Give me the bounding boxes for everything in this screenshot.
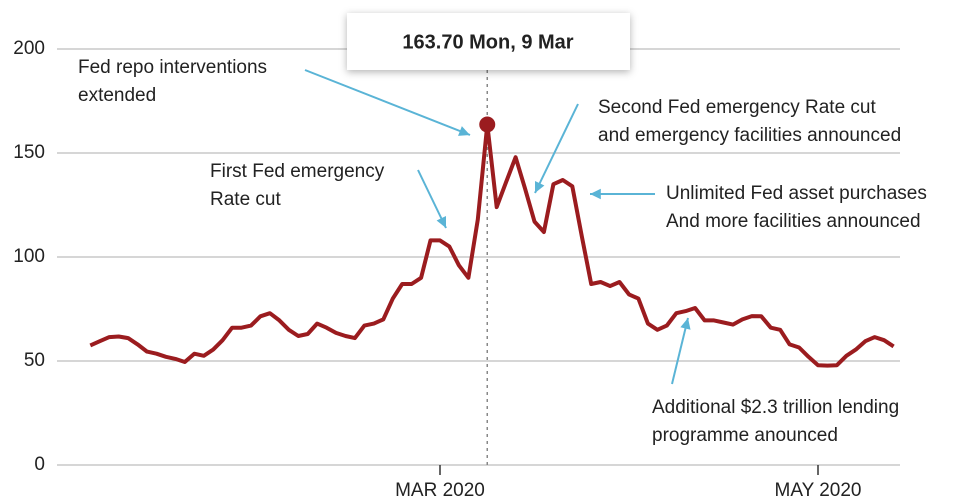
annotation-arrow xyxy=(671,317,689,385)
series-line xyxy=(89,122,895,368)
arrow-head xyxy=(590,188,601,200)
annotation-arrow xyxy=(304,69,471,136)
x-tick-label: MAY 2020 xyxy=(775,480,862,501)
annotation-text: programme anounced xyxy=(652,425,838,446)
annotation-text: First Fed emergency xyxy=(210,161,385,182)
arrow-head xyxy=(680,318,691,330)
arrow-head xyxy=(535,181,545,193)
y-tick-label: 200 xyxy=(13,38,45,59)
annotation-arrow xyxy=(534,103,579,194)
tooltip-text: 163.70 Mon, 9 Mar xyxy=(402,31,573,53)
annotation-text: Rate cut xyxy=(210,189,281,210)
annotation-text: Fed repo interventions xyxy=(78,57,267,78)
x-tick-label: MAR 2020 xyxy=(395,480,485,501)
y-tick-label: 150 xyxy=(13,142,45,163)
highlight-dot xyxy=(479,116,496,133)
annotation-text: And more facilities announced xyxy=(666,211,921,232)
y-tick-label: 0 xyxy=(34,454,45,475)
tooltip-box xyxy=(347,13,630,70)
arrow-head xyxy=(436,216,447,228)
annotation-text: Additional $2.3 trillion lending xyxy=(652,397,899,418)
y-tick-label: 100 xyxy=(13,246,45,267)
y-tick-label: 50 xyxy=(24,350,45,371)
arrow-head xyxy=(458,126,470,136)
annotation-text: extended xyxy=(78,85,156,106)
annotation-text: Unlimited Fed asset purchases xyxy=(666,183,927,204)
annotation-text: and emergency facilities announced xyxy=(598,125,901,146)
annotation-text: Second Fed emergency Rate cut xyxy=(598,97,876,118)
